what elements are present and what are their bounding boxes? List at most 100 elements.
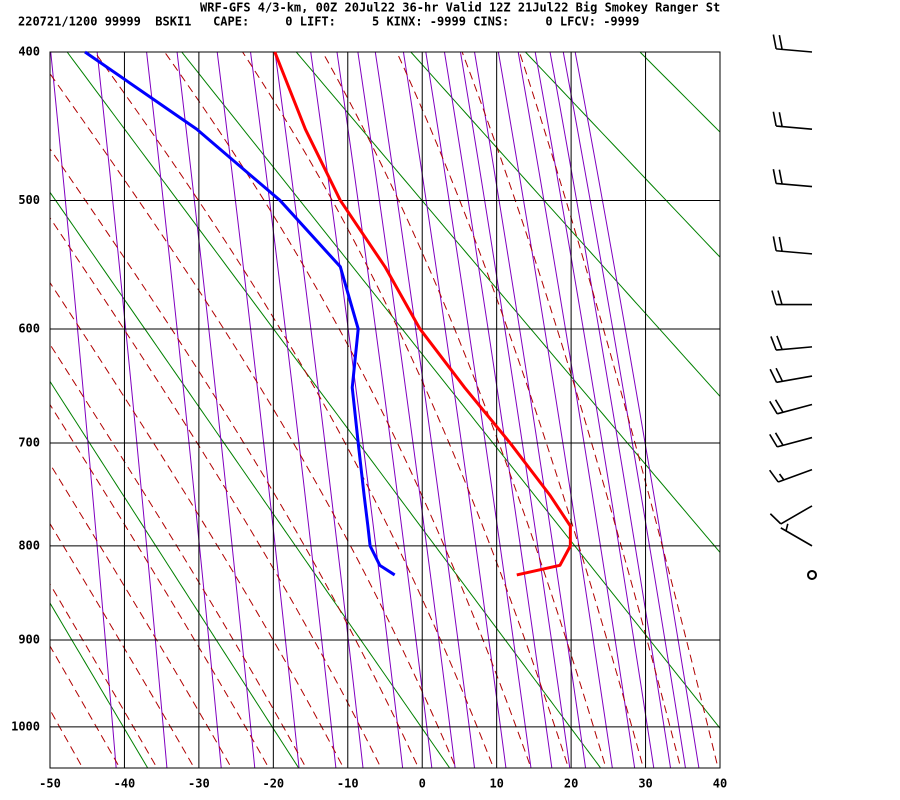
x-tick-label: -50 — [39, 777, 61, 791]
dry-adiabat — [181, 52, 720, 730]
wind-barb — [772, 169, 813, 188]
wind-barb — [772, 111, 813, 130]
wind-barb — [772, 236, 813, 255]
mixing-ratio-line — [274, 52, 364, 768]
y-tick-label: 400 — [18, 45, 40, 59]
dry-adiabat — [50, 602, 149, 768]
dry-adiabat — [410, 52, 720, 398]
moist-adiabat — [50, 343, 307, 768]
x-tick-label: 30 — [638, 777, 652, 791]
mixing-ratio-line — [574, 52, 700, 768]
calm-wind — [807, 569, 817, 580]
x-tick-label: 0 — [419, 777, 426, 791]
x-tick-label: 20 — [564, 777, 578, 791]
mixing-ratio-line — [497, 52, 613, 768]
moist-adiabat — [241, 52, 570, 768]
moist-adiabat — [94, 52, 495, 768]
barb-path — [772, 111, 813, 130]
mixing-ratio-line — [146, 52, 222, 768]
dry-adiabat — [639, 52, 720, 133]
mixing-ratio-line — [96, 52, 168, 768]
header-line1: WRF-GFS 4/3-km, 00Z 20Jul22 36-hr Valid … — [200, 1, 720, 15]
y-tick-label: 1000 — [11, 719, 40, 733]
barb-path — [771, 290, 812, 306]
wind-barb — [769, 432, 813, 448]
barb-path — [768, 468, 813, 483]
y-tick-label: 800 — [18, 538, 40, 552]
y-tick-label: 700 — [18, 435, 40, 449]
wind-barb — [769, 367, 813, 384]
dry-adiabat — [524, 52, 720, 258]
barb-path — [769, 367, 813, 384]
mixing-ratio-line — [517, 52, 636, 768]
moist-adiabat — [163, 52, 532, 768]
mixing-ratio-line — [374, 52, 476, 768]
barb-path — [769, 432, 813, 448]
moist-adiabat — [50, 72, 457, 768]
mixing-ratio-line — [459, 52, 571, 768]
wind-barb — [771, 290, 812, 306]
mixing-ratio-line — [402, 52, 507, 768]
mixing-ratio-line — [357, 52, 456, 768]
dry-adiabat — [737, 36, 900, 776]
barb-path — [780, 523, 813, 547]
y-tick-label: 900 — [18, 632, 40, 646]
barb-path — [770, 335, 813, 351]
wind-barb — [770, 335, 813, 351]
mixing-ratio-line — [336, 52, 433, 768]
profile-line — [84, 50, 396, 577]
background-lines — [0, 36, 900, 776]
x-tick-label: -40 — [114, 777, 136, 791]
dry-adiabat — [50, 191, 451, 768]
plot-frame — [49, 51, 721, 769]
moist-adiabat — [50, 147, 420, 768]
wind-barb — [769, 399, 813, 415]
x-tick-label: 10 — [489, 777, 503, 791]
moist-adiabat — [321, 52, 607, 768]
moist-adiabat — [518, 52, 719, 768]
moist-adiabat — [50, 583, 158, 768]
wind-barb — [768, 468, 813, 483]
moist-adiabat — [461, 52, 682, 768]
x-tick-label: -10 — [337, 777, 359, 791]
barb-path — [769, 505, 813, 525]
mixing-ratio-line — [176, 52, 256, 768]
header-line2: 220721/1200 99999 BSKI1 CAPE: 0 LIFT: 5 … — [18, 15, 639, 29]
dry-adiabat — [66, 52, 602, 768]
mixing-ratio-line — [549, 52, 672, 768]
dry-adiabat — [50, 380, 300, 768]
moist-adiabat — [50, 708, 84, 768]
wind-barb — [780, 523, 813, 547]
x-tick-label: -20 — [262, 777, 284, 791]
dry-adiabat — [0, 36, 1, 776]
y-tick-label: 500 — [18, 193, 40, 207]
moist-adiabat — [50, 217, 382, 768]
barb-path — [769, 399, 813, 415]
moist-adiabat — [50, 522, 195, 768]
wind-barb — [772, 34, 813, 53]
mixing-ratio-line — [443, 52, 553, 768]
mixing-ratio-line — [562, 52, 686, 768]
dry-adiabat — [851, 36, 900, 776]
moist-adiabat — [50, 281, 345, 768]
x-tick-label: 40 — [713, 777, 727, 791]
barb-path — [772, 34, 813, 53]
mixing-ratio-line — [250, 52, 337, 768]
profile-line — [273, 51, 572, 577]
mixing-ratio-line — [534, 52, 655, 768]
mixing-ratio-line — [310, 52, 404, 768]
wind-barb — [769, 505, 813, 525]
moist-adiabat — [50, 463, 233, 768]
barb-path — [772, 169, 813, 188]
moist-adiabat — [50, 645, 121, 768]
moist-adiabat — [396, 52, 644, 768]
mixing-ratio-line — [425, 52, 532, 768]
mixing-ratio-line — [474, 52, 587, 768]
mixing-ratio-line — [216, 52, 300, 768]
barb-path — [772, 236, 813, 255]
x-tick-label: -30 — [188, 777, 210, 791]
moist-adiabat — [50, 403, 270, 768]
y-tick-label: 600 — [18, 321, 40, 335]
